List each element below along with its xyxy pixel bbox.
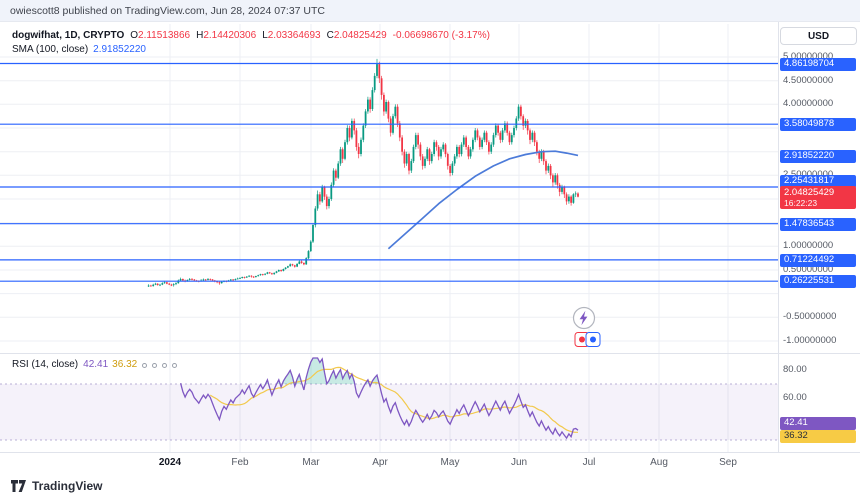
high-value: 2.14420306 [203,30,257,41]
rsi-line[interactable] [179,357,579,440]
footer-bar: TradingView [10,479,102,493]
change-value: -0.06698670 (-3.17%) [392,30,490,41]
tradingview-logo-text[interactable]: TradingView [32,479,103,493]
candlestick-series [147,58,579,287]
legend-dot-icon [152,362,158,368]
attribution-text: owiescott8 published on TradingView.com,… [10,4,325,17]
open-value: 2.11513866 [138,30,191,41]
tradingview-logo-icon [11,480,26,492]
emoji-sticker[interactable] [574,331,604,354]
symbol-title[interactable]: dogwifhat, 1D, CRYPTO [12,30,125,41]
low-label: L [262,30,268,41]
sma-legend-row: SMA (100, close) 2.91852220 [12,43,490,57]
legend-dot-icon [142,362,148,368]
sma-legend-label[interactable]: SMA (100, close) [12,44,89,55]
sma-100-line[interactable] [387,150,579,250]
close-value: 2.04825429 [333,30,387,41]
open-label: O [130,30,139,41]
rsi-legend: RSI (14, close) 42.41 36.32 [12,358,178,372]
grid [0,24,778,452]
legend-dot-icon [172,362,178,368]
low-value: 2.03364693 [267,30,321,41]
high-label: H [196,30,204,41]
rsi-ma-legend-value: 36.32 [112,359,138,370]
rsi-band [0,384,778,440]
rsi-legend-label[interactable]: RSI (14, close) [12,359,79,370]
currency-toggle-button[interactable]: USD [780,27,857,45]
rsi-legend-value: 42.41 [83,359,109,370]
lightning-icon [572,306,596,330]
close-label: C [326,30,334,41]
symbol-legend-row: dogwifhat, 1D, CRYPTO O 2.11513866 H 2.144… [12,29,490,43]
symbol-legend: dogwifhat, 1D, CRYPTO O 2.11513866 H 2.144… [12,29,490,57]
sma-legend-value: 2.91852220 [93,44,146,55]
legend-dot-icon [162,362,168,368]
rsi-ma-line[interactable] [209,366,578,433]
emoji-pair-icon [574,332,601,347]
attribution-bar: owiescott8 published on TradingView.com,… [0,0,860,22]
lightning-sticker[interactable] [572,306,596,335]
